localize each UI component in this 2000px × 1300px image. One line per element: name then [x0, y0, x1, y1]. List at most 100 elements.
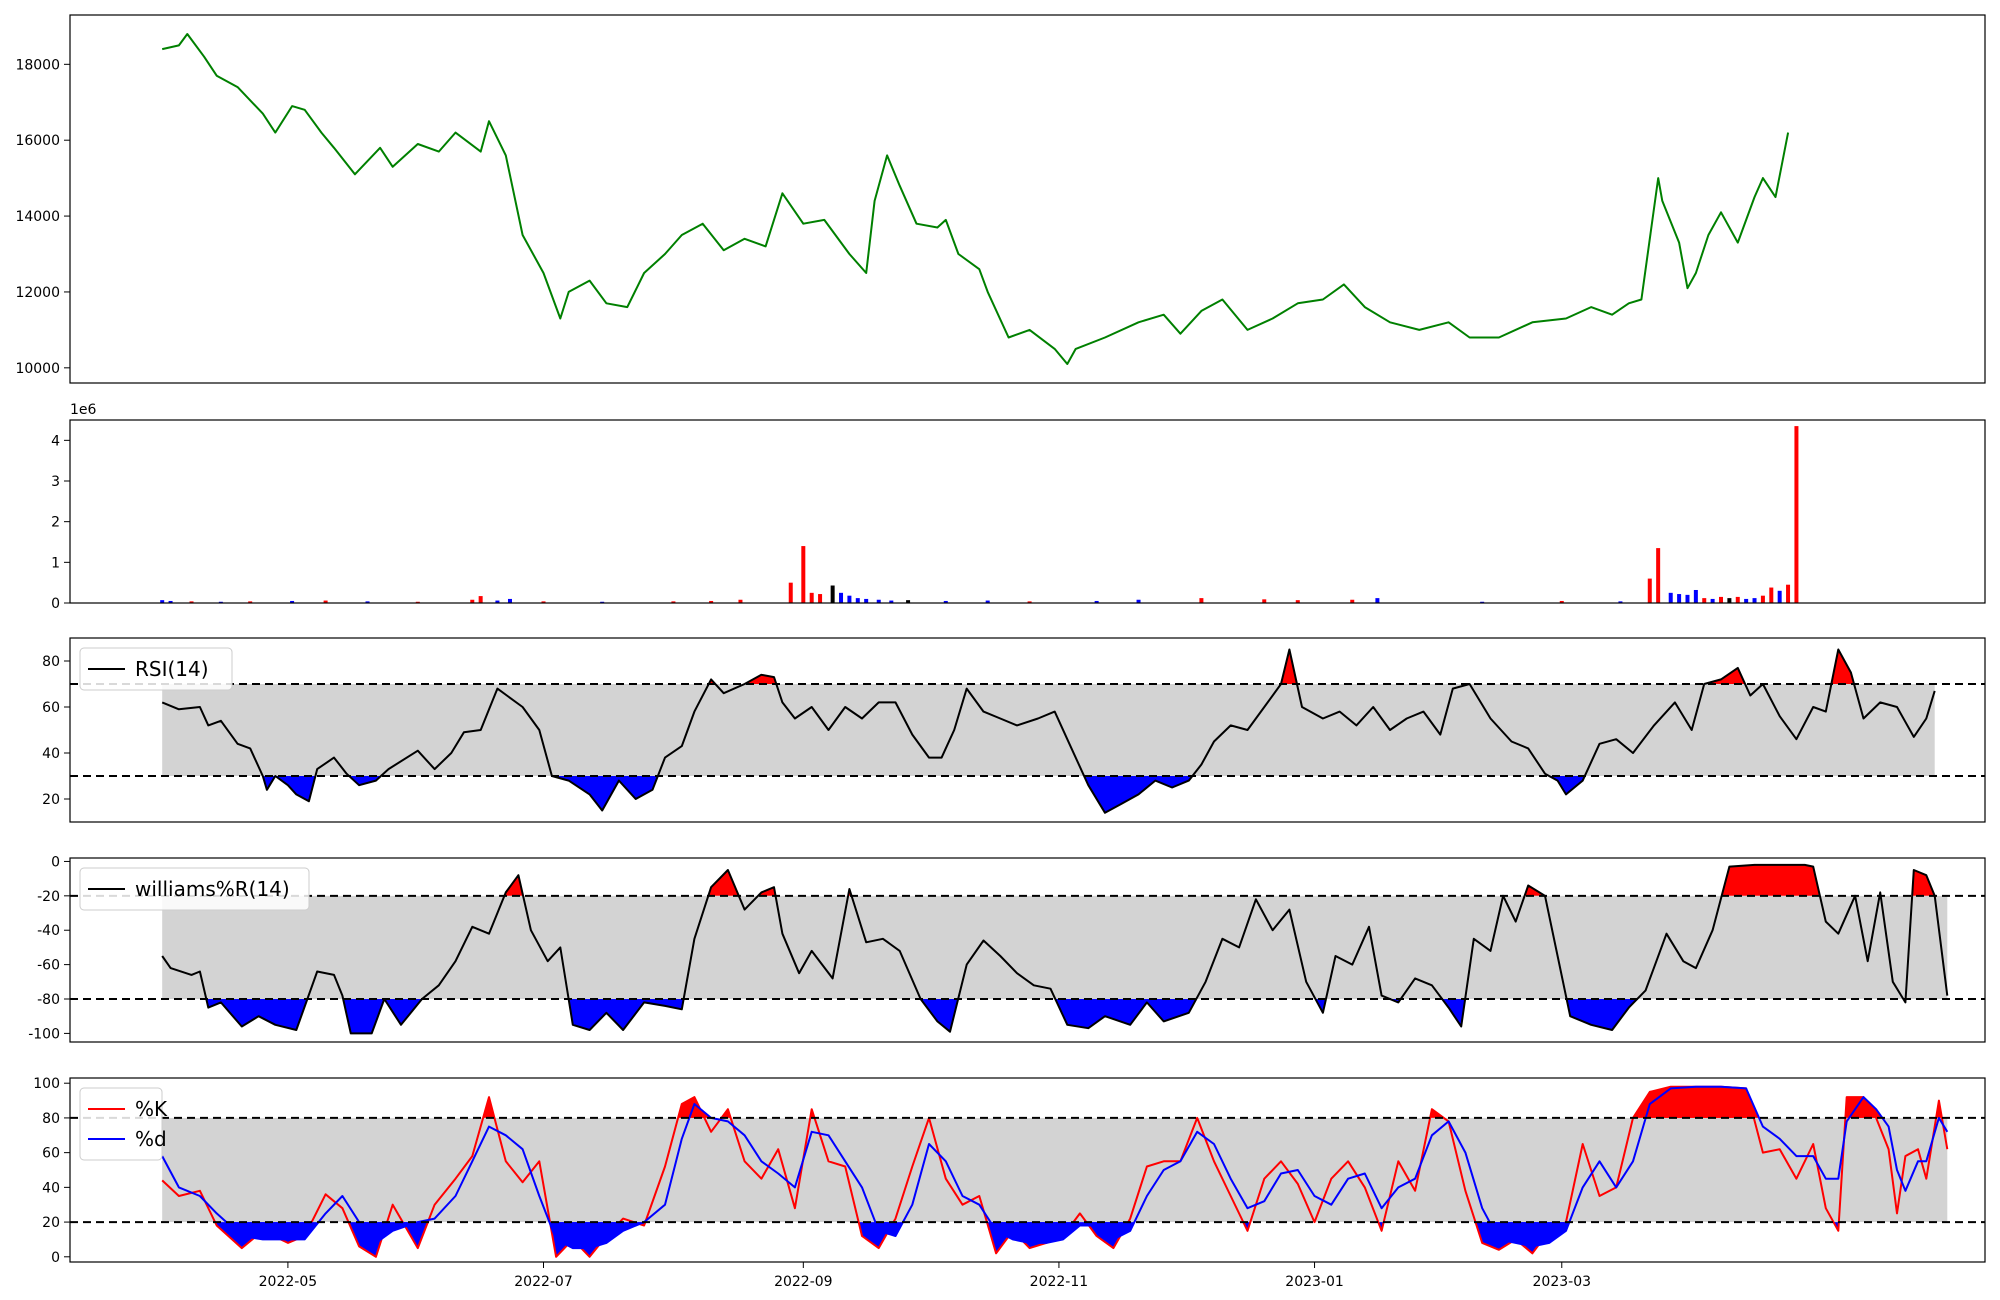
volume-bar — [1710, 598, 1715, 603]
series-line-0 — [161, 863, 1949, 1035]
y-tick-label: 10000 — [15, 361, 60, 377]
y-tick-label: 1 — [51, 555, 60, 571]
volume-bar — [1786, 584, 1791, 603]
volume-bar — [168, 600, 173, 603]
williams-r-panel: -100 -80 -60 -40 -20 0 williams%R(14) — [28, 854, 1986, 1043]
volume-bar — [1735, 596, 1740, 603]
volume-bar — [1777, 590, 1782, 603]
volume-bar — [1094, 600, 1099, 603]
oversold-fill — [1566, 999, 1638, 1030]
volume-bar — [801, 546, 806, 603]
volume-bar — [1693, 589, 1698, 603]
volume-bar — [839, 592, 844, 603]
volume-bar — [709, 600, 714, 603]
legend-label: RSI(14) — [135, 657, 209, 681]
oversold-fill — [568, 999, 684, 1030]
oversold-fill — [384, 999, 422, 1025]
volume-bar — [1295, 600, 1300, 603]
y-tick-label: 60 — [42, 1146, 60, 1162]
x-tick-label: 2022-09 — [774, 1274, 833, 1290]
y-tick-label: 0 — [51, 1250, 60, 1266]
volume-bar — [671, 601, 676, 603]
legend-label: %d — [135, 1127, 167, 1151]
volume-bar — [290, 600, 295, 603]
axes-frame — [69, 419, 1986, 604]
y-tick-label: -100 — [28, 1026, 60, 1042]
volume-bar — [847, 595, 852, 603]
y-tick-label: 4 — [51, 433, 60, 449]
y-tick-label: -40 — [37, 923, 60, 939]
volume-bar — [864, 598, 869, 603]
neutral-band — [162, 684, 1935, 776]
axis-offset-label: 1e6 — [70, 402, 97, 418]
rsi-panel: 20 40 60 80 RSI(14) — [42, 637, 1986, 823]
volume-bar — [1262, 599, 1267, 603]
volume-bar — [600, 601, 605, 603]
volume-bar — [738, 599, 743, 603]
volume-bar — [1744, 598, 1749, 603]
axes-frame — [69, 637, 1986, 823]
volume-bar — [323, 600, 328, 603]
volume-bar — [1656, 548, 1661, 603]
y-tick-label: 20 — [42, 1215, 60, 1231]
y-tick-label: -80 — [37, 992, 60, 1008]
y-tick-label: 20 — [42, 792, 60, 808]
volume-bar — [943, 600, 948, 603]
overbought-fill — [1704, 667, 1746, 684]
volume-bar — [1480, 601, 1485, 603]
volume-bar — [1668, 592, 1673, 603]
volume-bar — [1769, 587, 1774, 603]
volume-bar — [507, 598, 512, 603]
neutral-band — [162, 1117, 1948, 1223]
overbought-fill — [1721, 864, 1820, 896]
oversold-fill — [402, 1222, 428, 1249]
price-panel: 10000 12000 14000 16000 18000 — [15, 14, 1986, 384]
overbought-fill — [504, 875, 524, 896]
volume-bar — [1559, 600, 1564, 603]
y-tick-label: 2 — [51, 515, 60, 531]
legend-box — [79, 1087, 163, 1161]
volume-bar — [1727, 598, 1732, 603]
volume-bar — [1685, 594, 1690, 603]
volume-bar — [788, 582, 793, 603]
y-tick-label: 40 — [42, 1180, 60, 1196]
legend-box — [79, 647, 233, 691]
oversold-fill — [1489, 1222, 1570, 1247]
legend-label: williams%R(14) — [135, 877, 290, 901]
overbought-fill — [708, 870, 739, 896]
y-tick-label: 0 — [51, 854, 60, 870]
volume-panel: 0 1 2 3 4 1e6 — [51, 402, 1986, 612]
volume-bar — [470, 599, 475, 603]
volume-bar — [415, 601, 420, 603]
stochastic-panel: 0 20 40 60 80 100 %K %d — [33, 1076, 1986, 1266]
x-tick-label: 2022-05 — [259, 1274, 318, 1290]
x-tick-label: 2023-03 — [1533, 1274, 1592, 1290]
oversold-fill — [551, 776, 658, 811]
oversold-fill — [206, 999, 308, 1030]
volume-bar — [1677, 594, 1682, 603]
date-axis: 2022-05 2022-07 2022-09 2022-11 2023-01 2023-… — [259, 1262, 1591, 1290]
volume-bar — [809, 592, 814, 603]
volume-bar — [248, 601, 253, 603]
overbought-fill — [1849, 1097, 1883, 1118]
volume-bar — [906, 600, 911, 603]
neutral-band — [162, 895, 1948, 1000]
volume-bar — [889, 600, 894, 603]
oversold-fill — [359, 1222, 418, 1243]
oversold-fill — [226, 1222, 319, 1240]
volume-bar — [1618, 601, 1623, 603]
oversold-fill — [990, 1222, 1135, 1243]
overbought-fill — [1912, 870, 1935, 896]
oversold-fill — [549, 1222, 645, 1249]
oversold-fill — [1055, 999, 1197, 1029]
series-line-0 — [161, 648, 1936, 814]
volume-bar — [1350, 599, 1355, 603]
y-tick-label: -20 — [37, 889, 60, 905]
y-tick-label: 18000 — [15, 57, 60, 73]
axes-frame — [69, 14, 1986, 384]
volume-bar — [478, 596, 483, 603]
volume-bar — [985, 600, 990, 603]
axes-frame — [69, 857, 1986, 1043]
y-tick-label: 100 — [33, 1076, 60, 1092]
volume-bar — [1702, 598, 1707, 603]
